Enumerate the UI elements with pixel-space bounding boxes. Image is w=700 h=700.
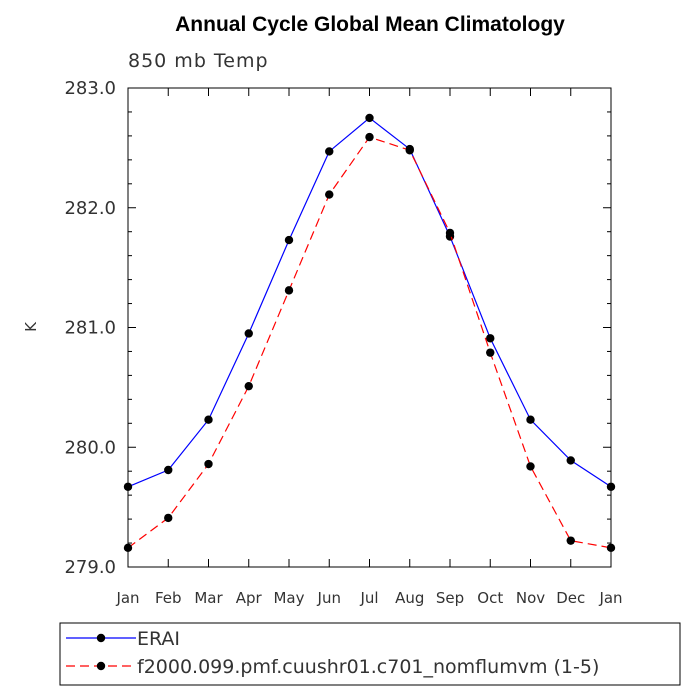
chart-title: Annual Cycle Global Mean Climatology [175, 13, 565, 36]
series-2-point [164, 513, 173, 523]
series-2-point [445, 228, 455, 238]
x-tick-label: Feb [155, 589, 182, 607]
series-1-point [123, 482, 133, 491]
series-2-point [526, 462, 535, 471]
series-2-point [325, 190, 334, 199]
x-tick-label: Nov [516, 589, 545, 607]
x-tick-label: Mar [194, 589, 223, 607]
series-2-point [606, 543, 616, 553]
series-2-point [405, 146, 414, 155]
chart-subtitle: 850 mb Temp [128, 50, 269, 72]
legend-marker-1 [96, 633, 106, 643]
legend-label-1: ERAI [137, 628, 180, 650]
series-layer [123, 113, 616, 553]
y-tick-label: 279.0 [64, 557, 116, 578]
legend-box [59, 622, 681, 686]
series-1-point [204, 415, 213, 424]
x-tick-label: Jun [317, 589, 341, 607]
series-2-point [365, 132, 374, 142]
series-2-point [244, 381, 253, 391]
series-line-2 [127, 136, 612, 549]
x-tick-label: Oct [477, 589, 503, 607]
axis-ticks [127, 87, 612, 568]
legend-marker-2 [96, 661, 106, 671]
legend: ERAI f2000.099.pmf.cuushr01.c701_nomflumv… [59, 622, 681, 686]
x-tick-label: Sep [436, 589, 464, 607]
x-tick-label: Jul [359, 589, 378, 607]
series-1-point [486, 334, 495, 343]
plot-border [127, 87, 612, 568]
series-1-point [325, 147, 334, 156]
series-2-point [486, 348, 495, 357]
series-1-point [164, 465, 173, 475]
legend-label-2: f2000.099.pmf.cuushr01.c701_nomflumvm (1… [137, 656, 599, 678]
y-tick-labels: 279.0 280.0 281.0 282.0 283.0 [64, 78, 116, 578]
y-tick-label: 281.0 [64, 318, 116, 339]
series-1-point [244, 329, 253, 338]
series-2-point [284, 286, 294, 295]
y-tick-label: 283.0 [64, 78, 116, 99]
plot-area [127, 87, 612, 568]
series-1-point [606, 482, 616, 491]
series-1-point [284, 235, 294, 245]
series-1-point [365, 113, 374, 123]
series-2-point [123, 543, 133, 553]
y-axis-label: K [22, 321, 40, 332]
series-2-point [204, 459, 213, 469]
x-tick-label: Apr [236, 589, 263, 607]
x-tick-label: Aug [395, 589, 424, 607]
series-line-1 [127, 117, 612, 488]
series-1-point [526, 415, 535, 424]
x-tick-label: Jan [598, 589, 622, 607]
x-tick-label: Dec [556, 589, 585, 607]
series-2-point [566, 536, 575, 545]
x-tick-label: May [273, 589, 304, 607]
y-tick-label: 280.0 [64, 437, 116, 458]
y-tick-label: 282.0 [64, 198, 116, 219]
series-1-point [566, 456, 575, 465]
x-tick-labels: Jan Feb Mar Apr May Jun Jul Aug Sep Oct Nov Dec Jan [115, 589, 622, 607]
x-tick-label: Jan [115, 589, 139, 607]
